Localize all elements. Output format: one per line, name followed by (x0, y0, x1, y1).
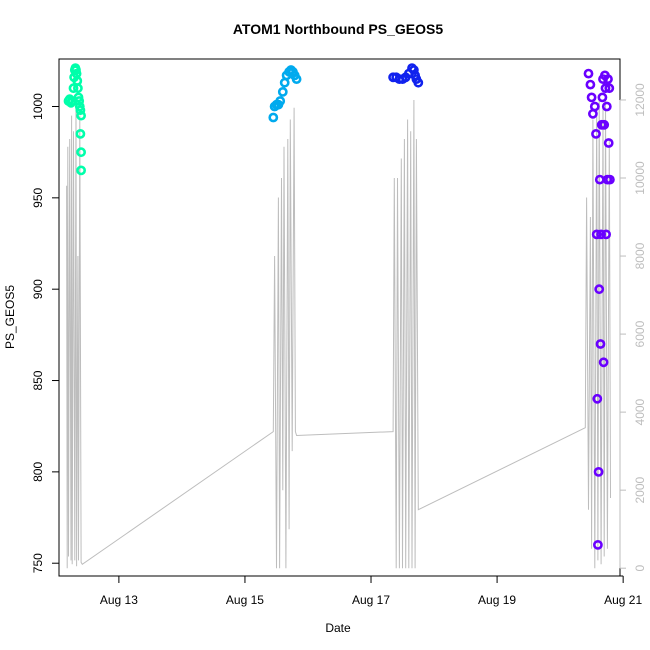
y-tick-label: 950 (31, 188, 45, 208)
data-point (291, 74, 302, 84)
x-tick-label: Aug 19 (478, 593, 516, 607)
data-point (605, 174, 615, 185)
y2-axis: 0 2000 4000 6000 8000 10000 12000 (619, 83, 647, 572)
data-point (599, 119, 610, 130)
y2-tick-label: 2000 (633, 476, 647, 503)
data-point (601, 229, 611, 240)
data-point (593, 540, 603, 550)
data-point (583, 68, 594, 79)
y2-tick-label: 4000 (633, 398, 647, 425)
data-point (601, 101, 612, 112)
plot-frame (58, 58, 621, 577)
data-point (76, 110, 86, 121)
points-layer (63, 63, 615, 550)
series-4 (583, 68, 615, 550)
data-point (597, 92, 608, 103)
data-point (275, 96, 286, 106)
data-point (413, 77, 424, 88)
x-axis: Aug 13 Aug 15 Aug 17 Aug 19 Aug 21 (100, 575, 642, 607)
data-point (589, 101, 600, 112)
data-point (585, 79, 596, 90)
y-tick-label: 850 (31, 370, 45, 390)
altitude-layer (66, 99, 611, 569)
altitude-line (66, 99, 611, 569)
chart-title: ATOM1 Northbound PS_GEOS5 (233, 21, 443, 37)
data-point (74, 96, 85, 106)
data-point (592, 393, 603, 404)
data-point (586, 92, 597, 103)
data-point (598, 357, 609, 368)
y2-tick-label: 6000 (633, 320, 647, 347)
data-point (268, 112, 279, 123)
data-point (594, 284, 605, 295)
data-point (604, 83, 615, 94)
x-tick-label: Aug 17 (352, 593, 390, 607)
data-point (603, 138, 614, 148)
data-point (408, 65, 419, 75)
data-point (75, 128, 86, 139)
data-point (591, 128, 601, 139)
x-axis-label: Date (325, 621, 351, 635)
y2-tick-label: 8000 (633, 242, 647, 269)
data-point (591, 229, 602, 240)
x-tick-label: Aug 13 (100, 593, 138, 607)
x-tick-label: Aug 15 (226, 593, 264, 607)
data-point (603, 74, 613, 84)
y2-tick-label: 12000 (633, 83, 647, 117)
series-3 (388, 63, 424, 88)
data-point (73, 83, 83, 94)
data-point (68, 83, 79, 94)
y-tick-label: 750 (31, 553, 45, 573)
data-point (75, 105, 86, 116)
y-tick-label: 900 (31, 279, 45, 299)
y-axis-label: PS_GEOS5 (3, 285, 17, 349)
y2-tick-label: 10000 (633, 161, 647, 195)
series-2 (268, 65, 302, 123)
y-tick-label: 800 (31, 462, 45, 482)
series-1 (63, 63, 86, 176)
data-point (76, 147, 86, 158)
y2-tick-label: 0 (633, 565, 647, 572)
y-axis: 750 800 850 900 950 1000 (31, 93, 60, 573)
x-tick-label: Aug 21 (604, 593, 642, 607)
data-point (593, 466, 604, 477)
y-tick-label: 1000 (31, 93, 45, 120)
data-point (600, 83, 611, 94)
data-point (277, 87, 288, 97)
data-point (596, 229, 606, 240)
data-point (76, 165, 86, 176)
data-point (595, 339, 606, 349)
